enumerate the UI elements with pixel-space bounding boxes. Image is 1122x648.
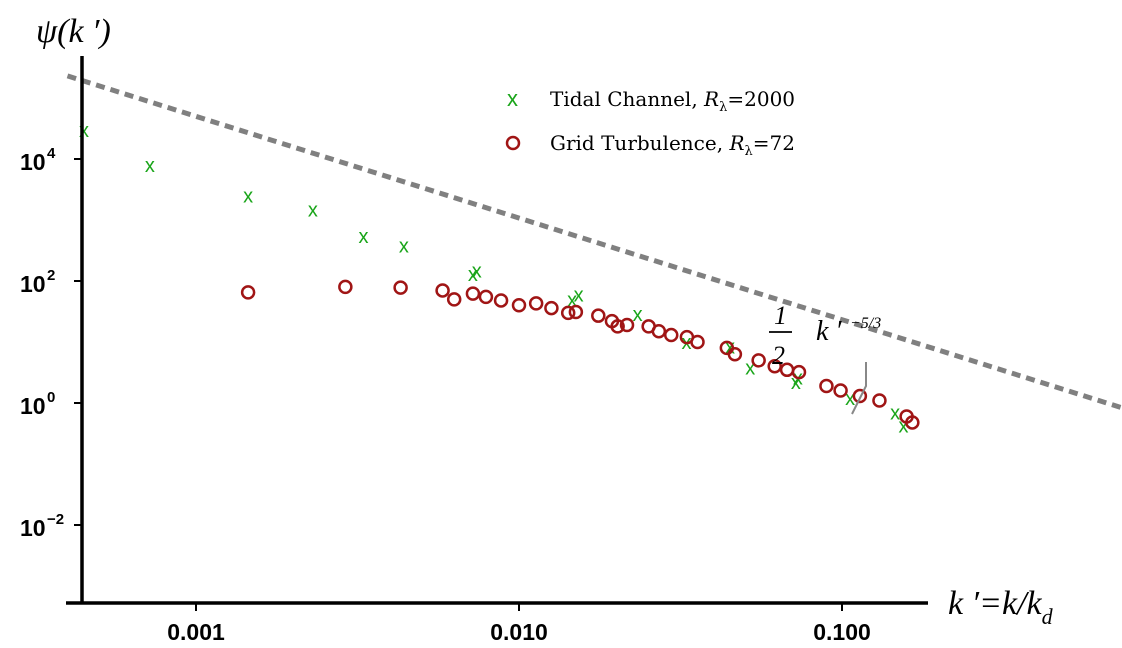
data-point: x	[358, 226, 368, 248]
data-point: x	[725, 336, 735, 358]
legend-label-tidal-channel: Tidal Channel, Rλ=2000	[550, 87, 795, 115]
data-point	[240, 285, 256, 300]
data-point: x	[898, 415, 908, 437]
data-point	[651, 324, 667, 339]
data-point	[528, 296, 544, 311]
data-point: x	[308, 199, 318, 221]
annotation-text: k ′	[816, 316, 842, 347]
data-point: x	[745, 358, 755, 380]
data-point	[465, 286, 481, 301]
data-point	[511, 298, 527, 313]
data-point	[791, 364, 807, 380]
annotation-exponent: −5/3	[850, 315, 881, 332]
data-point	[751, 353, 766, 368]
y-tick-label: 10	[20, 393, 46, 419]
data-point	[493, 293, 509, 308]
series-grid-turbulence	[240, 279, 920, 430]
data-point	[663, 327, 679, 343]
slope-annotation: 1 2 k ′ −5/3	[769, 301, 881, 415]
y-tick-exponent: 0	[47, 389, 55, 406]
legend-marker-tidal-channel: x	[507, 86, 518, 111]
data-point: x	[890, 402, 900, 424]
annotation-denominator: 2	[772, 341, 785, 370]
data-point: x	[845, 388, 855, 410]
data-point: x	[468, 264, 478, 286]
annotation-leader	[851, 362, 867, 415]
y-tick-label: 10	[20, 515, 46, 541]
data-point: x	[574, 285, 584, 307]
legend-label-grid-turbulence: Grid Turbulence, Rλ=72	[550, 131, 795, 159]
data-point	[619, 317, 635, 333]
data-point	[819, 378, 834, 394]
x-axis-label: k ′=k/kd	[948, 585, 1054, 629]
data-point	[435, 283, 450, 298]
data-point	[393, 280, 408, 295]
data-point	[872, 393, 887, 408]
data-point: x	[399, 236, 409, 258]
data-point: x	[567, 289, 577, 311]
data-point	[560, 305, 576, 321]
y-tick-exponent: 4	[47, 145, 56, 162]
data-point	[852, 388, 868, 404]
x-tick-label: 0.100	[813, 619, 871, 645]
data-point	[905, 415, 920, 430]
y-tick-label: 10	[20, 149, 46, 175]
data-point: x	[633, 304, 643, 326]
data-point: x	[145, 155, 155, 177]
data-point	[446, 292, 462, 307]
data-point: x	[243, 186, 253, 208]
y-axis-label: ψ(k ′)	[36, 13, 111, 50]
y-tick-exponent: −2	[47, 511, 64, 528]
data-point	[568, 304, 584, 320]
legend: x Tidal Channel, Rλ=2000 Grid Turbulence…	[505, 86, 795, 159]
data-point	[767, 359, 782, 374]
data-point: x	[791, 372, 801, 394]
data-point	[338, 279, 353, 295]
data-point	[727, 346, 743, 362]
annotation-numerator: 1	[774, 301, 787, 330]
data-point	[478, 289, 494, 305]
data-point	[544, 300, 559, 316]
data-point: x	[79, 120, 89, 142]
x-tick-label: 0.010	[490, 619, 548, 645]
data-point: x	[472, 260, 482, 282]
data-point	[690, 334, 705, 350]
legend-marker-grid-turbulence	[505, 135, 521, 151]
data-point	[833, 383, 848, 398]
data-point	[610, 319, 625, 334]
y-tick-exponent: 2	[47, 267, 55, 284]
x-axis-label-main: k ′=k/k	[948, 585, 1043, 622]
y-tick-label: 10	[20, 271, 46, 297]
reference-line	[66, 73, 1122, 411]
reference-line-layer	[66, 73, 1122, 411]
x-tick-label: 0.001	[167, 619, 225, 645]
data-point	[591, 308, 606, 323]
x-axis-label-sub: d	[1042, 604, 1054, 629]
